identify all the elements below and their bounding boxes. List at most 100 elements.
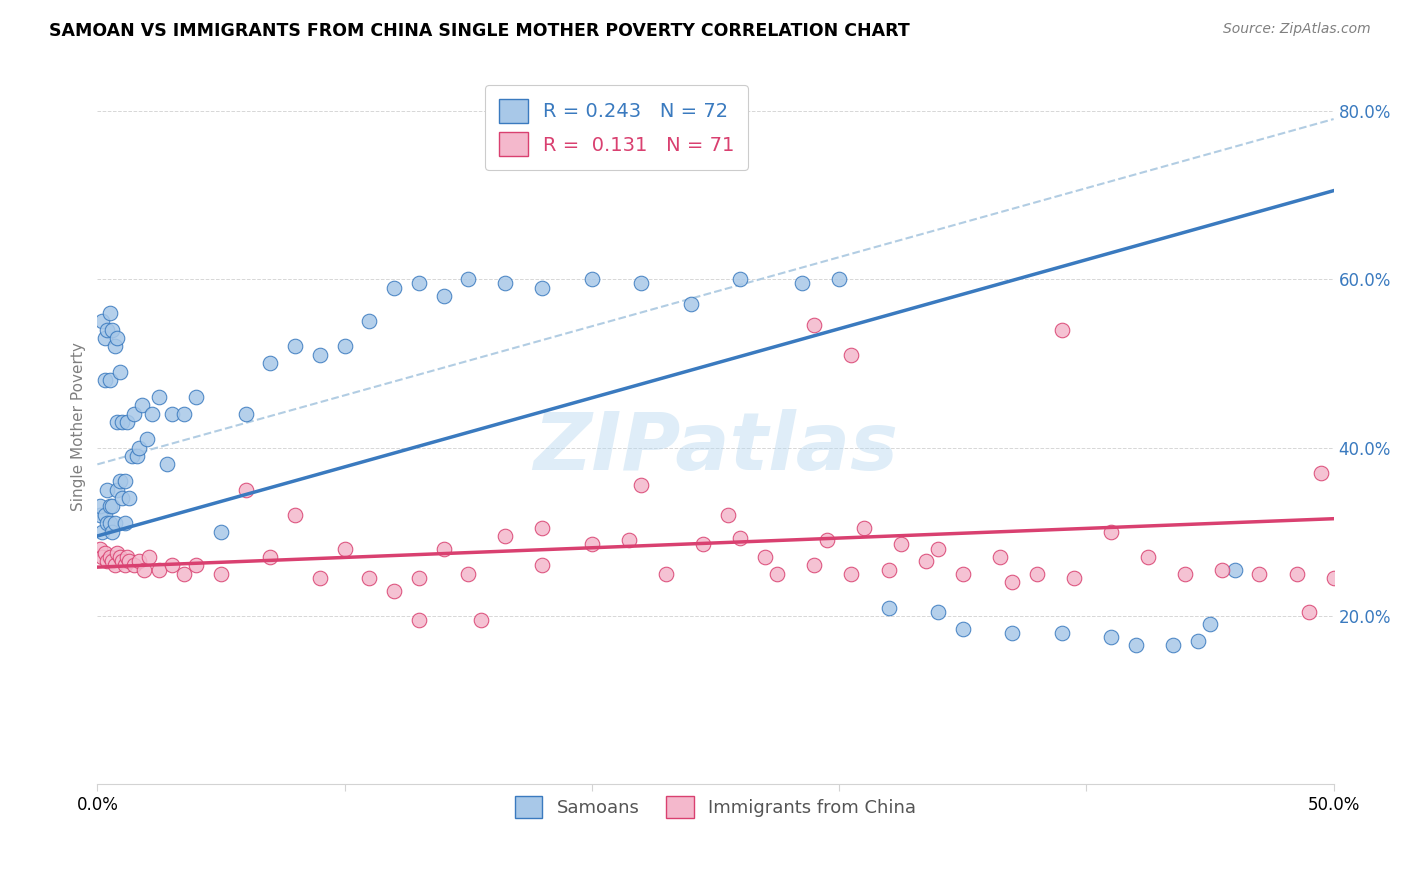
Point: [108, 549, 131, 564]
Point: [135, 432, 157, 446]
Point: [494, 529, 516, 543]
Point: [94, 331, 117, 345]
Point: [94, 546, 117, 560]
Point: [890, 537, 912, 551]
Point: [101, 500, 124, 514]
Point: [115, 415, 138, 429]
Point: [121, 449, 143, 463]
Point: [841, 348, 863, 362]
Point: [111, 415, 134, 429]
Point: [1199, 617, 1222, 632]
Point: [160, 558, 183, 573]
Point: [96, 516, 118, 531]
Point: [128, 554, 150, 568]
Point: [432, 289, 454, 303]
Point: [803, 558, 825, 573]
Point: [209, 566, 232, 581]
Point: [98, 373, 121, 387]
Point: [173, 407, 195, 421]
Point: [128, 441, 150, 455]
Point: [173, 566, 195, 581]
Point: [96, 554, 118, 568]
Point: [1050, 625, 1073, 640]
Y-axis label: Single Mother Poverty: Single Mother Poverty: [72, 342, 86, 511]
Point: [105, 415, 128, 429]
Point: [284, 508, 307, 522]
Point: [94, 373, 117, 387]
Point: [101, 524, 124, 539]
Point: [96, 483, 118, 497]
Point: [1174, 566, 1197, 581]
Point: [108, 474, 131, 488]
Point: [1310, 466, 1333, 480]
Point: [1050, 323, 1073, 337]
Point: [101, 323, 124, 337]
Point: [1026, 566, 1049, 581]
Point: [105, 483, 128, 497]
Point: [118, 554, 141, 568]
Point: [617, 533, 640, 548]
Point: [728, 272, 751, 286]
Point: [988, 549, 1011, 564]
Point: [160, 407, 183, 421]
Point: [98, 500, 121, 514]
Point: [828, 272, 851, 286]
Point: [408, 277, 430, 291]
Point: [284, 339, 307, 353]
Point: [1001, 575, 1024, 590]
Point: [754, 549, 776, 564]
Point: [432, 541, 454, 556]
Point: [952, 622, 974, 636]
Point: [1223, 563, 1246, 577]
Point: [359, 314, 381, 328]
Point: [679, 297, 702, 311]
Point: [141, 407, 163, 421]
Point: [89, 500, 111, 514]
Point: [91, 314, 114, 328]
Point: [1211, 563, 1233, 577]
Point: [148, 390, 170, 404]
Point: [1001, 625, 1024, 640]
Point: [581, 537, 603, 551]
Point: [94, 508, 117, 522]
Point: [877, 563, 900, 577]
Point: [494, 277, 516, 291]
Point: [655, 566, 678, 581]
Point: [1249, 566, 1271, 581]
Point: [114, 558, 136, 573]
Point: [124, 407, 146, 421]
Point: [1285, 566, 1308, 581]
Point: [766, 566, 789, 581]
Point: [1099, 524, 1122, 539]
Point: [186, 390, 208, 404]
Point: [728, 531, 751, 545]
Point: [104, 339, 127, 353]
Point: [333, 339, 356, 353]
Point: [1323, 571, 1346, 585]
Point: [333, 541, 356, 556]
Point: [105, 331, 128, 345]
Point: [927, 605, 949, 619]
Point: [131, 399, 153, 413]
Point: [155, 458, 177, 472]
Point: [877, 600, 900, 615]
Point: [111, 491, 134, 505]
Point: [148, 563, 170, 577]
Point: [359, 571, 381, 585]
Point: [630, 277, 652, 291]
Point: [927, 541, 949, 556]
Point: [1137, 549, 1160, 564]
Text: ZIPatlas: ZIPatlas: [533, 409, 898, 487]
Point: [124, 558, 146, 573]
Point: [138, 549, 160, 564]
Point: [852, 520, 875, 534]
Point: [815, 533, 838, 548]
Point: [96, 323, 118, 337]
Point: [952, 566, 974, 581]
Point: [259, 549, 281, 564]
Point: [531, 558, 554, 573]
Point: [382, 280, 405, 294]
Point: [1161, 639, 1184, 653]
Text: SAMOAN VS IMMIGRANTS FROM CHINA SINGLE MOTHER POVERTY CORRELATION CHART: SAMOAN VS IMMIGRANTS FROM CHINA SINGLE M…: [49, 22, 910, 40]
Point: [118, 491, 141, 505]
